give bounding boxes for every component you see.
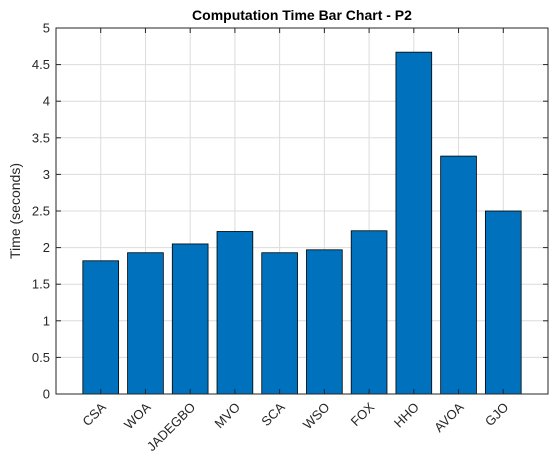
- y-tick-label: 1.5: [32, 277, 50, 292]
- bar-sca: [261, 252, 298, 395]
- x-tick-label: GJO: [482, 400, 512, 430]
- x-tick-label: WOA: [121, 399, 154, 432]
- y-tick-label: 4.5: [32, 57, 50, 72]
- y-tick-label: 3.5: [32, 130, 50, 145]
- bars-layer: [82, 51, 522, 395]
- bar-woa: [127, 252, 164, 395]
- y-tick-label: 5: [43, 21, 50, 36]
- x-tick-label: SCA: [258, 399, 288, 429]
- y-tick-label: 3: [43, 167, 50, 182]
- x-tick-label: AVOA: [431, 399, 467, 435]
- y-tick-label: 1: [43, 313, 50, 328]
- x-tick-label: MVO: [211, 400, 243, 432]
- bar-hho: [395, 51, 433, 395]
- x-tick-label: FOX: [348, 399, 378, 429]
- bar-mvo: [216, 231, 254, 395]
- y-tick-label: 2: [43, 240, 50, 255]
- bar-avoa: [440, 155, 477, 395]
- bar-jadegbo: [171, 243, 209, 395]
- chart-title: Computation Time Bar Chart - P2: [192, 7, 412, 23]
- y-axis-label: Time (seconds): [7, 163, 23, 259]
- y-tick-label: 4: [43, 94, 50, 109]
- x-tick-label: HHO: [391, 400, 422, 431]
- bar-csa: [82, 260, 120, 395]
- axes-frame: [55, 27, 549, 395]
- x-tick-label: CSA: [79, 399, 109, 429]
- bar-fox: [350, 230, 388, 395]
- y-tick-label: 2.5: [32, 204, 50, 219]
- bar-wso: [306, 249, 343, 395]
- y-tick-label: 0.5: [32, 350, 50, 365]
- x-tick-label: JADEGBO: [144, 400, 199, 455]
- axes-layer: [55, 27, 549, 395]
- y-tick-label: 0: [43, 387, 50, 402]
- bar-gjo: [484, 210, 522, 395]
- x-tick-label: WSO: [300, 400, 333, 433]
